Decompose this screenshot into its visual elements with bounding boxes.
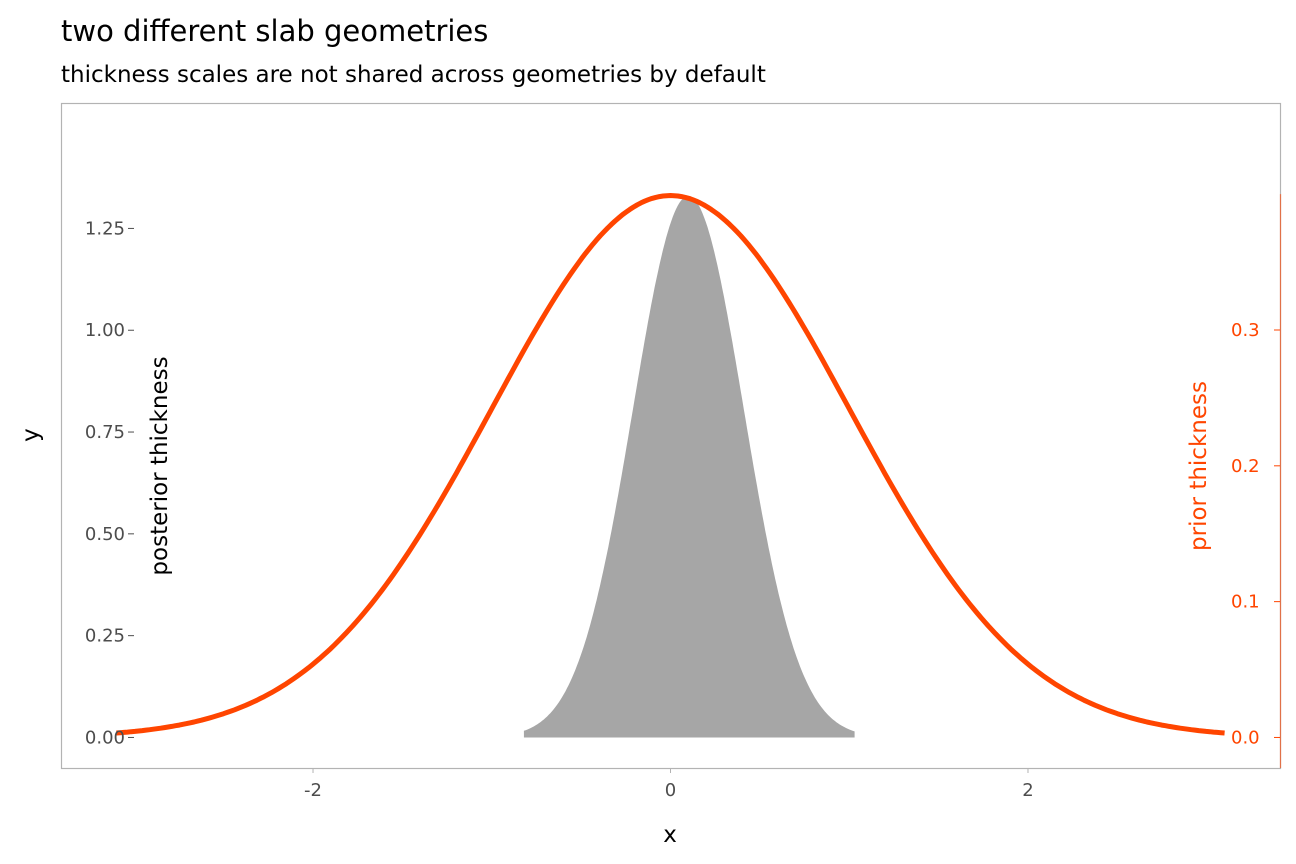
x-tick-label: 0	[665, 780, 676, 801]
right-tick-label: 0.0	[1231, 727, 1260, 748]
right-tick-label: 0.1	[1231, 592, 1260, 613]
left-tick-label: 1.25	[85, 218, 125, 239]
left-tick-label: 0.00	[85, 727, 125, 748]
prior-slab-line	[116, 193, 1225, 736]
posterior-slab	[523, 195, 855, 738]
left-tick-label: 0.25	[85, 626, 125, 647]
plot-marks	[116, 193, 1225, 738]
x-axis-label: x	[663, 822, 677, 848]
right-tick-label: 0.3	[1231, 320, 1260, 341]
x-tick-label: 2	[1022, 780, 1033, 801]
left-tick-label: 1.00	[85, 320, 125, 341]
posterior-thickness-label: posterior thickness	[147, 356, 173, 575]
left-tick-label: 0.50	[85, 524, 125, 545]
x-tick-label: -2	[304, 780, 322, 801]
chart-subtitle: thickness scales are not shared across g…	[61, 62, 766, 88]
chart-title: two different slab geometries	[61, 14, 488, 48]
left-tick-label: 0.75	[85, 422, 125, 443]
y-axis-label: y	[18, 428, 44, 442]
axis-ticks: -2 0 2 0.00 0.25 0.50 0.75 1.00 1.25 0.0 0.1 0.2 0.3	[85, 194, 1282, 801]
right-tick-label: 0.2	[1231, 456, 1260, 477]
prior-thickness-label: prior thickness	[1186, 381, 1212, 551]
